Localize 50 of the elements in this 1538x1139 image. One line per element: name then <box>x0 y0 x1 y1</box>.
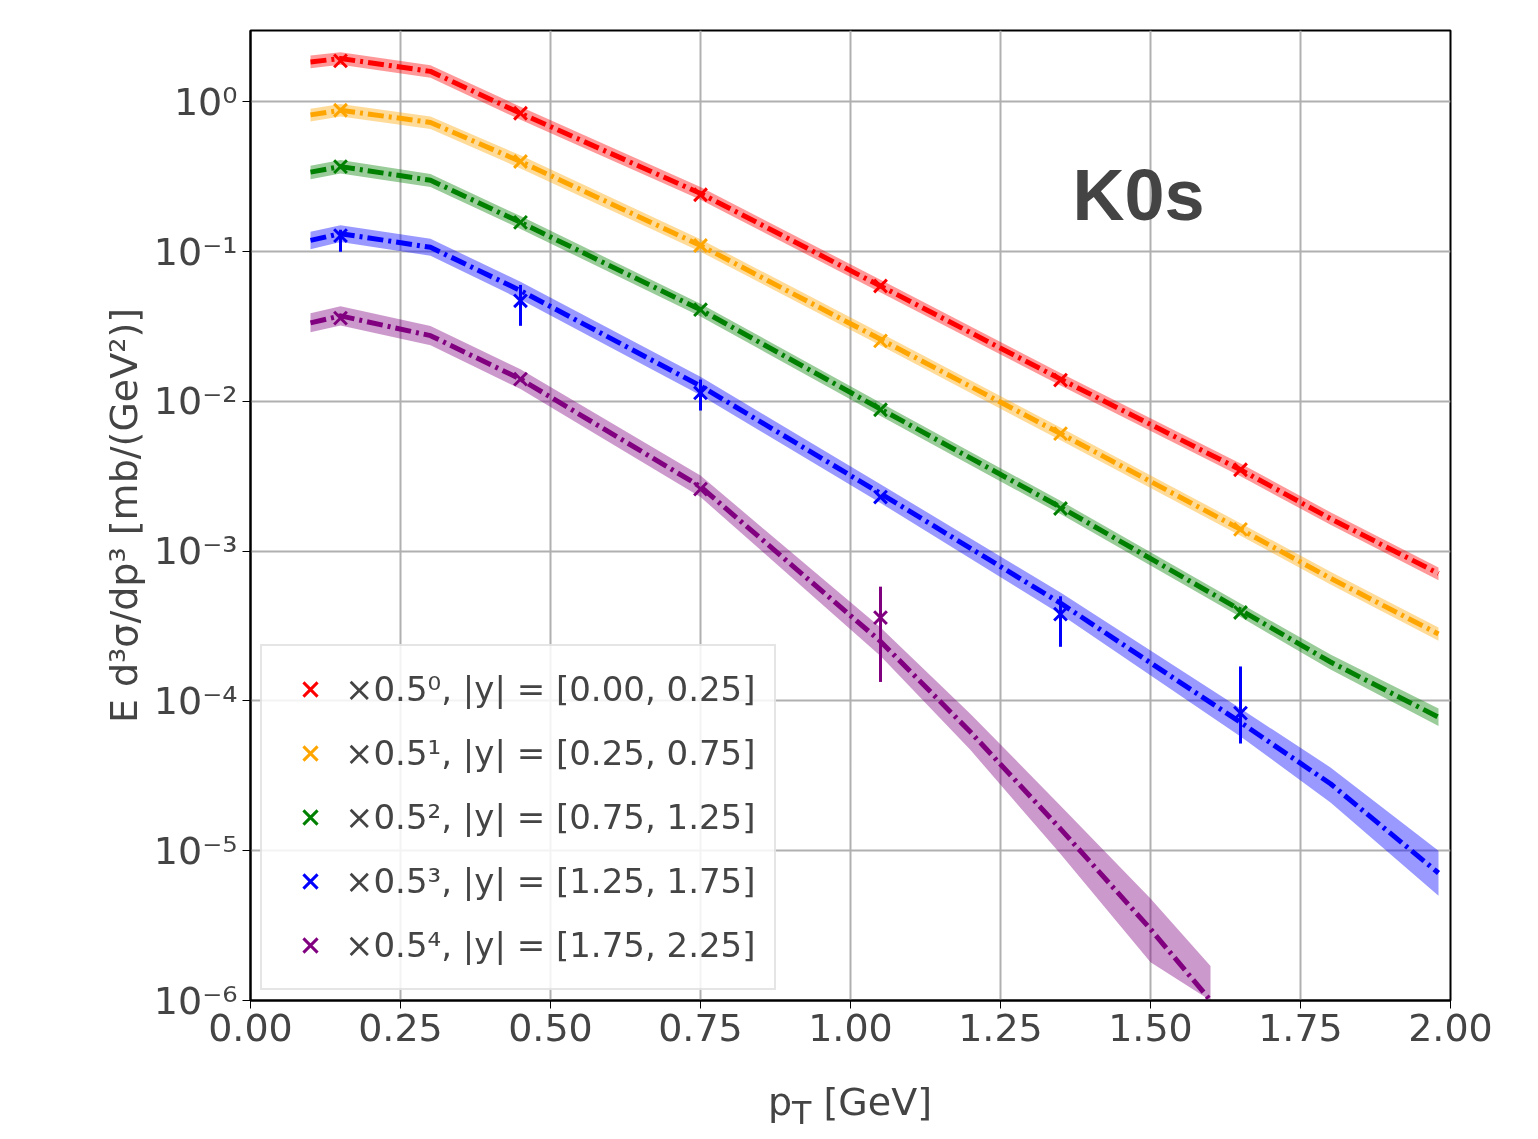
point <box>332 227 349 244</box>
point <box>332 158 349 175</box>
point <box>692 301 709 318</box>
y-tick-label: 10⁰ <box>173 79 238 124</box>
y-tick-label: 10⁻⁴ <box>153 678 238 723</box>
point <box>692 481 709 497</box>
point <box>692 237 709 254</box>
point <box>512 153 529 170</box>
point <box>512 214 529 231</box>
point <box>512 105 529 122</box>
y-axis-title: E d³σ/dp³ [mb/(GeV²)] <box>101 307 146 724</box>
legend-label: ×0.5³, |y| = [1.25, 1.75] <box>345 860 756 903</box>
point <box>872 489 889 505</box>
x-tick-label: 0.25 <box>358 1005 443 1050</box>
x-tick-label: 1.00 <box>808 1005 893 1050</box>
y-tick-label: 10⁻³ <box>153 529 238 574</box>
point <box>872 278 889 294</box>
point <box>1232 521 1249 538</box>
point <box>872 401 889 418</box>
point <box>1052 606 1069 623</box>
point <box>1232 604 1249 621</box>
x-tick-label: 1.25 <box>958 1005 1043 1050</box>
point <box>332 53 349 69</box>
legend-label: ×0.5⁰, |y| = [0.00, 0.25] <box>345 668 756 711</box>
x-axis-title: p$_{T}$ [GeV] <box>767 1079 933 1133</box>
x-tick-label: 0.75 <box>658 1005 743 1050</box>
point <box>1232 705 1249 721</box>
x-tick-label: 2.00 <box>1408 1005 1493 1050</box>
x-tick-label: 0.50 <box>508 1005 593 1050</box>
legend-label: ×0.5¹, |y| = [0.25, 0.75] <box>345 732 756 775</box>
point <box>1052 372 1069 388</box>
y-tick-label: 10⁻⁵ <box>153 828 238 873</box>
point <box>872 332 889 349</box>
point <box>332 310 349 327</box>
point <box>1052 425 1069 442</box>
annotation: K0s <box>1072 154 1205 235</box>
legend-label: ×0.5², |y| = [0.75, 1.25] <box>345 796 756 839</box>
point <box>332 102 349 119</box>
y-tick-label: 10⁻² <box>153 379 238 424</box>
point <box>872 609 889 626</box>
y-tick-label: 10⁻¹ <box>153 229 238 274</box>
point <box>1232 461 1249 478</box>
legend-label: ×0.5⁴, |y| = [1.75, 2.25] <box>345 924 756 967</box>
point <box>692 186 709 203</box>
point <box>512 371 529 387</box>
point <box>512 292 529 309</box>
x-tick-label: 1.50 <box>1108 1005 1193 1050</box>
point <box>1052 500 1069 517</box>
point <box>692 385 709 401</box>
x-tick-label: 1.75 <box>1258 1005 1343 1050</box>
